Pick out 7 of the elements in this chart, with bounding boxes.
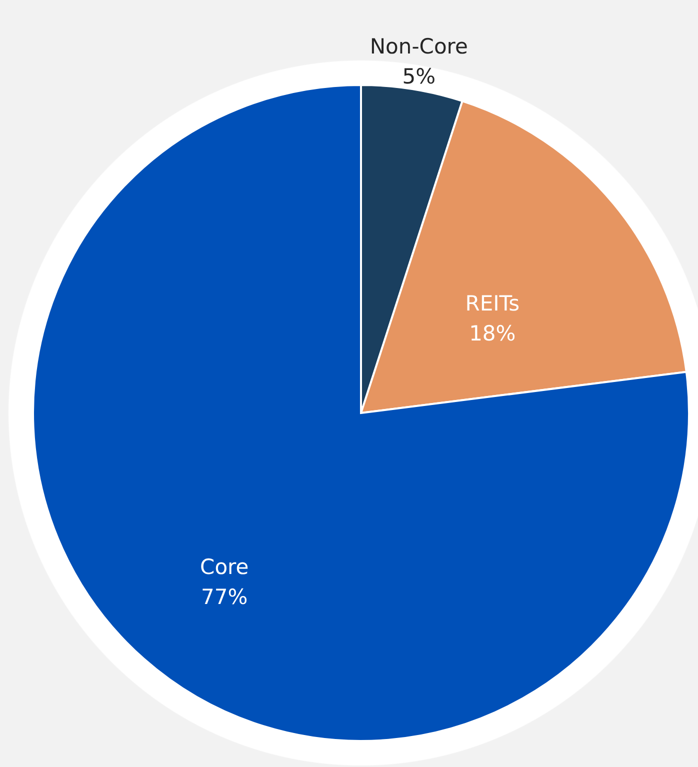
pie-slice	[32, 84, 690, 742]
slice-label: Non-Core	[370, 34, 468, 59]
slice-label: REITs	[465, 291, 520, 316]
data-label: 5%	[402, 64, 436, 89]
data-label: 18%	[469, 321, 516, 346]
data-label: 77%	[201, 585, 248, 610]
slice-label: Core	[200, 555, 249, 580]
